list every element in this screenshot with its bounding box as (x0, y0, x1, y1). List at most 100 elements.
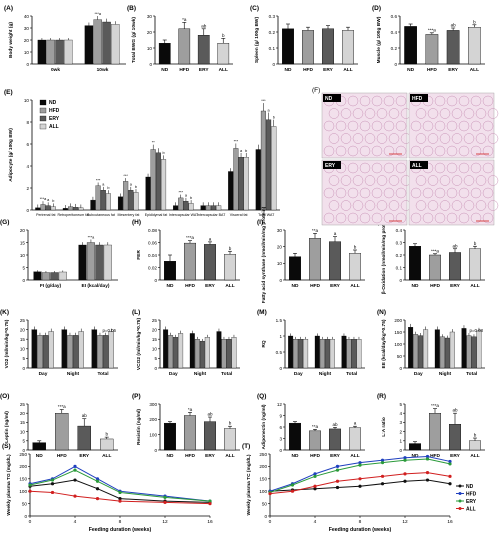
y-tick-label: 0.4 (391, 30, 398, 35)
adipocyte-cell (451, 133, 463, 144)
adipocyte-cell (347, 120, 359, 132)
legend-marker (458, 499, 462, 503)
data-point (425, 478, 430, 482)
bar (163, 261, 176, 281)
bar (48, 331, 54, 369)
y-axis-label: Total BWG (g/ 10wk) (131, 17, 137, 63)
y-tick-label: 20 (24, 38, 30, 43)
bar (50, 272, 59, 281)
adipocyte-cell (383, 212, 395, 224)
adipocyte-cell (371, 120, 383, 132)
y-axis-label: Fatty acid synthase (nmol/min/mg protein… (261, 206, 267, 303)
x-tick-label: ERY (323, 67, 333, 73)
adipocyte-cell (475, 133, 487, 144)
bar (72, 335, 79, 369)
bar (216, 205, 222, 211)
y-tick-label: 150 (19, 477, 27, 482)
series-line (29, 465, 211, 502)
data-point (380, 474, 385, 478)
y-tick-label: 20 (147, 30, 153, 35)
y-axis-label: Resistin (ng/ml) (136, 409, 142, 445)
data-point (73, 494, 77, 498)
x-tick-label: Total (221, 371, 232, 377)
x-tick-label: ALL (350, 283, 359, 289)
adipocyte-cell (383, 95, 395, 107)
x-tick-label: HFD (427, 67, 437, 73)
significance-label: ***a (186, 235, 194, 240)
y-tick-label: 3 (399, 420, 402, 425)
adipocyte-cell (439, 200, 451, 211)
significance-label: ***a (88, 235, 95, 239)
adipocyte-cell (446, 120, 458, 132)
data-point (118, 499, 122, 503)
adipocyte-cell (458, 162, 470, 174)
bar (329, 339, 335, 369)
y-tick-label: 25 (152, 318, 158, 323)
x-tick-label: Mesentery fat (118, 213, 140, 217)
bar (78, 331, 84, 369)
x-tick-label: 12 (162, 519, 168, 525)
data-point (95, 487, 100, 491)
x-tick-label: ALL (350, 453, 359, 459)
adipocyte-cell (487, 108, 499, 119)
x-tick-label: Intercapsular WAT (169, 213, 199, 217)
adipocyte-cell (482, 120, 494, 132)
panel-letter: (R) (377, 393, 386, 400)
adipocyte-cell (347, 162, 359, 174)
x-tick-label: Total (97, 371, 108, 377)
panel-g: 0 5 10 15 20 (G) FI (g/day) ***a EI (kcal/day) (0, 219, 118, 289)
data-point (403, 479, 407, 483)
y-tick-label: 12 (277, 402, 283, 407)
bar (173, 205, 179, 211)
adipocyte-cell (451, 108, 463, 119)
bar (35, 207, 41, 211)
data-point (313, 472, 317, 476)
adipocyte-cell (383, 162, 395, 174)
data-point (448, 482, 452, 486)
series-line (29, 469, 211, 502)
bar (161, 159, 167, 211)
bar (314, 335, 320, 369)
adipocyte-cell (422, 212, 434, 224)
panel-m: 0 0.5 1 1.5 RQ (M) Day Night Total (257, 309, 365, 377)
panel-d: 0 0.2 0.4 0.6 Muscle (g/ 100g BW) (D) ND HFD ***… (372, 5, 485, 73)
y-tick-label: 50 (262, 501, 268, 506)
bar (434, 329, 440, 369)
significance-label: ** (152, 140, 155, 144)
x-tick-label: ERY (448, 67, 458, 73)
x-tick-label: 10wk (97, 67, 109, 73)
x-tick-label: ALL (225, 453, 234, 459)
bar (68, 206, 74, 211)
bar (216, 331, 222, 369)
data-point (403, 472, 407, 476)
legend-label: ALL (466, 506, 476, 512)
adipocyte-cell (359, 187, 371, 199)
significance-label: ***a (428, 27, 436, 32)
legend-panel-e: ND HFD ERY ALL (39, 99, 60, 130)
adipocyte-cell (335, 187, 347, 199)
adipocyte-cell (364, 175, 376, 186)
legend-marker (458, 492, 462, 495)
adipocyte-cell (383, 145, 395, 157)
panel-letter: (L) (132, 309, 140, 316)
panel-letter: (N) (377, 309, 386, 316)
histology-tile (408, 159, 495, 226)
data-point (118, 497, 122, 501)
bar (91, 329, 98, 369)
panel-letter: (S) (2, 443, 11, 450)
data-point (50, 482, 55, 486)
y-tick-label: 30 (277, 228, 283, 233)
x-tick-label: ALL (470, 67, 479, 73)
x-tick-label: Visceral fat (230, 213, 248, 217)
adipocyte-cell (359, 162, 371, 174)
adipocyte-cell (470, 162, 482, 174)
bar (163, 329, 169, 369)
adipocyte-cell (446, 145, 458, 157)
adipocyte-cell (395, 162, 407, 174)
adipocyte-cell (364, 133, 376, 144)
y-tick-label: 10 (152, 347, 158, 352)
x-tick-label: Total (346, 371, 357, 377)
data-point (208, 502, 212, 506)
adipocyte-cell (395, 120, 407, 132)
data-point (448, 459, 452, 464)
